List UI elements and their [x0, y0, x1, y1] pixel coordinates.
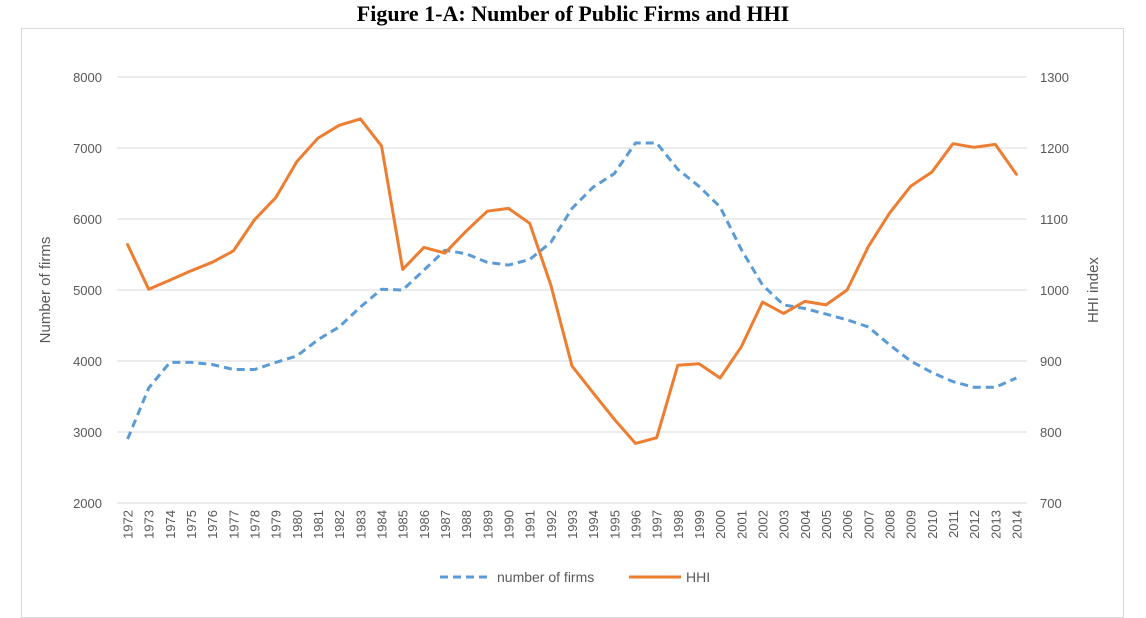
x-tick-label: 2007: [861, 510, 876, 539]
y2-tick-label: 800: [1040, 425, 1062, 440]
legend-label: HHI: [686, 569, 710, 585]
x-tick-label: 1994: [586, 510, 601, 539]
y2-tick-label: 900: [1040, 354, 1062, 369]
x-tick-label: 2009: [904, 510, 919, 539]
y2-tick-label: 1100: [1040, 212, 1068, 227]
x-tick-label: 1990: [502, 510, 517, 539]
series-line-hhi: [126, 117, 1018, 445]
y2-tick-label: 1300: [1040, 70, 1069, 85]
x-tick-label: 1991: [523, 510, 538, 539]
x-tick-label: 1999: [692, 510, 707, 539]
x-tick-label: 1984: [375, 510, 390, 539]
series-lines: [126, 117, 1018, 445]
x-tick-label: 1989: [480, 510, 495, 539]
right-axis-ticks: 700 800 900 1000 1100 1200 1300: [1040, 70, 1069, 511]
x-tick-label: 2014: [1009, 510, 1024, 539]
x-tick-label: 2005: [819, 510, 834, 539]
x-tick-label: 1998: [671, 510, 686, 539]
y2-tick-label: 700: [1040, 496, 1062, 511]
x-tick-label: 1981: [311, 510, 326, 539]
x-tick-label: 1977: [226, 510, 241, 539]
y-tick-label: 6000: [73, 212, 102, 227]
x-tick-label: 1974: [163, 510, 178, 539]
y-tick-label: 4000: [73, 354, 102, 369]
x-tick-label: 2010: [925, 510, 940, 539]
y-tick-label: 7000: [73, 141, 102, 156]
x-tick-label: 1987: [438, 510, 453, 539]
x-tick-label: 1983: [353, 510, 368, 539]
x-tick-label: 2003: [777, 510, 792, 539]
x-tick-label: 2001: [734, 510, 749, 539]
x-tick-label: 1978: [248, 510, 263, 539]
x-tick-label: 1979: [269, 510, 284, 539]
chart-title: Figure 1-A: Number of Public Firms and H…: [356, 1, 790, 26]
x-tick-label: 2008: [882, 510, 897, 539]
x-tick-label: 1992: [544, 510, 559, 539]
y-tick-label: 3000: [73, 425, 102, 440]
x-axis-ticks: 1972 1973 1974 1975 1976 1977 1978 1979 1980 1981…: [121, 510, 1025, 539]
right-axis-title: HHI index: [1085, 257, 1102, 323]
x-tick-label: 1976: [205, 510, 220, 539]
x-tick-label: 2006: [840, 510, 855, 539]
legend-label: number of firms: [497, 569, 594, 585]
y2-tick-label: 1200: [1040, 141, 1069, 156]
x-tick-label: 2013: [988, 510, 1003, 539]
y-tick-label: 2000: [73, 496, 102, 511]
x-tick-label: 1997: [650, 510, 665, 539]
x-tick-label: 1975: [184, 510, 199, 539]
y2-tick-label: 1000: [1040, 283, 1069, 298]
x-tick-label: 1993: [565, 510, 580, 539]
x-tick-label: 1982: [332, 510, 347, 539]
x-tick-label: 1980: [290, 510, 305, 539]
x-tick-label: 2002: [755, 510, 770, 539]
series-line-number-of-firms: [126, 141, 1018, 440]
x-tick-label: 2011: [946, 510, 961, 538]
x-tick-label: 1972: [121, 510, 136, 539]
gridlines: [117, 76, 1027, 433]
x-tick-label: 2004: [798, 510, 813, 539]
x-tick-label: 1973: [142, 510, 157, 539]
line-chart: 2000 3000 4000 5000 6000 7000 8000 700 800 900 10…: [37, 70, 1102, 585]
y-tick-label: 5000: [73, 283, 102, 298]
legend: number of firms HHI: [440, 569, 710, 585]
x-tick-label: 1996: [628, 510, 643, 539]
x-tick-label: 2012: [967, 510, 982, 539]
x-tick-label: 1995: [607, 510, 622, 539]
x-tick-label: 2000: [713, 510, 728, 539]
x-tick-label: 1985: [396, 510, 411, 539]
left-axis-title: Number of firms: [37, 237, 54, 344]
x-tick-label: 1988: [459, 510, 474, 539]
x-tick-label: 1986: [417, 510, 432, 539]
y-tick-label: 8000: [73, 70, 102, 85]
left-axis-ticks: 2000 3000 4000 5000 6000 7000 8000: [73, 70, 102, 511]
